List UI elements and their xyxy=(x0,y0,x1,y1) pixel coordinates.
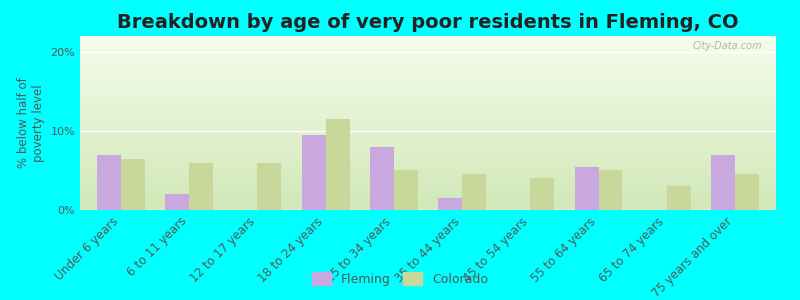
Bar xyxy=(530,178,554,210)
Text: City-Data.com: City-Data.com xyxy=(693,41,762,51)
Bar xyxy=(462,174,486,210)
Bar xyxy=(438,198,462,210)
Bar xyxy=(394,170,418,210)
Legend: Fleming, Colorado: Fleming, Colorado xyxy=(307,267,493,291)
Bar xyxy=(189,163,213,210)
Y-axis label: % below half of
poverty level: % below half of poverty level xyxy=(17,78,45,168)
Bar xyxy=(598,170,622,210)
Bar xyxy=(258,163,282,210)
Bar xyxy=(121,159,145,210)
Bar xyxy=(302,135,326,210)
Bar xyxy=(326,119,350,210)
Bar xyxy=(735,174,759,210)
Bar xyxy=(574,167,598,210)
Bar xyxy=(667,186,690,210)
Bar xyxy=(166,194,189,210)
Bar xyxy=(97,154,121,210)
Bar xyxy=(711,154,735,210)
Bar xyxy=(370,147,394,210)
Title: Breakdown by age of very poor residents in Fleming, CO: Breakdown by age of very poor residents … xyxy=(117,13,739,32)
